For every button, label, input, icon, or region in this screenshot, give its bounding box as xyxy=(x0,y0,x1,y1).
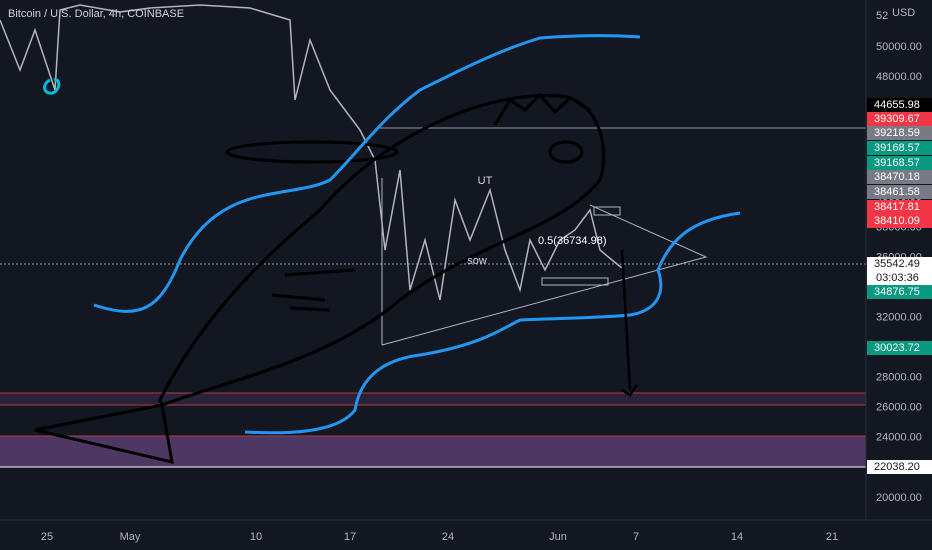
price-tag xyxy=(867,185,932,199)
time-label: 25 xyxy=(41,531,53,543)
price-label: 32000.00 xyxy=(876,311,922,323)
countdown: 03:03:36 xyxy=(876,272,919,284)
price-tag xyxy=(867,214,932,228)
annotation: sow xyxy=(467,255,487,267)
price-tag-text: 30023.72 xyxy=(874,342,920,354)
price-label: 52 xyxy=(876,10,888,22)
teeth xyxy=(493,92,591,126)
box xyxy=(593,206,621,216)
price-label: 48000.00 xyxy=(876,71,922,83)
price-tag xyxy=(867,460,932,474)
price-label: 26000.00 xyxy=(876,402,922,414)
price-label: 50000.00 xyxy=(876,41,922,53)
shark-fin xyxy=(225,140,399,164)
time-label: 21 xyxy=(826,531,838,543)
price-tag-text: 39218.59 xyxy=(874,127,920,139)
price-tag xyxy=(867,341,932,355)
price-tag-text: 44655.98 xyxy=(874,99,920,111)
price-tag xyxy=(867,200,932,214)
price-tag-text: 38417.81 xyxy=(874,201,920,213)
wave-top xyxy=(93,34,641,313)
price-tag-text: 38461.58 xyxy=(874,186,920,198)
time-label: 17 xyxy=(344,531,356,543)
time-label: 10 xyxy=(250,531,262,543)
trend-line xyxy=(381,204,708,346)
price-tag xyxy=(867,285,932,299)
price-tag-text: 34876.75 xyxy=(874,286,920,298)
price-label: 24000.00 xyxy=(876,432,922,444)
price-tag xyxy=(867,170,932,184)
time-label: 14 xyxy=(731,531,743,543)
price-path xyxy=(0,4,623,301)
annotation: 0.5(36734.98) xyxy=(538,235,607,247)
time-label: May xyxy=(120,531,141,543)
time-label: 7 xyxy=(633,531,639,543)
time-label: Jun xyxy=(549,531,567,543)
header-title: Bitcoin / U.S. Dollar, 4h, COINBASE xyxy=(8,8,184,20)
shark xyxy=(34,94,606,464)
price-tag-text: 38410.09 xyxy=(874,215,920,227)
price-tag-text: 35542.49 xyxy=(874,258,920,270)
price-label: 20000.00 xyxy=(876,492,922,504)
annotation: UT xyxy=(478,175,493,187)
price-tag-text: 39168.57 xyxy=(874,157,920,169)
arrow xyxy=(620,249,639,397)
box xyxy=(541,277,609,286)
price-tag-text: 22038.20 xyxy=(874,461,920,473)
time-label: 24 xyxy=(442,531,454,543)
currency: USD xyxy=(892,7,915,19)
gills xyxy=(271,268,356,312)
price-tag xyxy=(867,98,932,112)
price-tag-text: 39309.67 xyxy=(874,113,920,125)
scribble xyxy=(43,78,61,95)
price-tag xyxy=(867,141,932,155)
price-tag xyxy=(867,126,932,140)
wave-bottom xyxy=(244,211,741,435)
price-tag xyxy=(867,257,932,285)
price-tag xyxy=(867,156,932,170)
price-tag-text: 39168.57 xyxy=(874,142,920,154)
eye xyxy=(548,140,584,164)
zone xyxy=(0,436,866,467)
price-label: 28000.00 xyxy=(876,372,922,384)
price-tag xyxy=(867,112,932,126)
price-tag-text: 38470.18 xyxy=(874,171,920,183)
zone xyxy=(0,393,866,405)
